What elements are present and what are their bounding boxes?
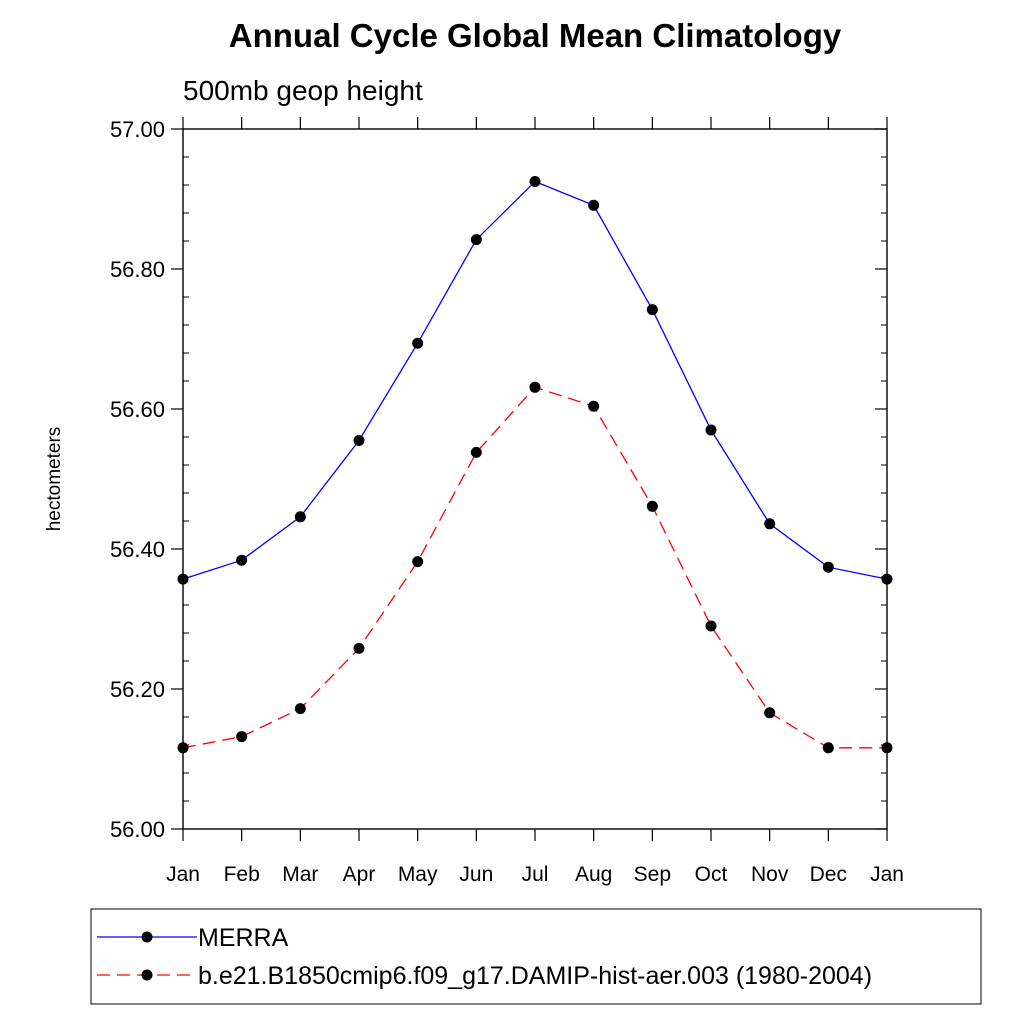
chart-title: Annual Cycle Global Mean Climatology — [229, 17, 842, 54]
chart-subtitle: 500mb geop height — [183, 75, 423, 106]
data-point — [764, 518, 776, 530]
data-point — [881, 742, 893, 754]
data-point — [822, 561, 834, 573]
y-axis-label: hectometers — [44, 427, 65, 532]
x-tick-label: Sep — [634, 863, 671, 886]
x-tick-label: Dec — [810, 863, 847, 886]
data-point — [412, 337, 424, 349]
x-tick-label: Feb — [224, 863, 260, 886]
x-tick-label: May — [398, 863, 438, 886]
data-point — [646, 500, 658, 512]
data-point — [177, 742, 189, 754]
data-point — [705, 620, 717, 632]
series-layer — [177, 176, 893, 754]
data-point — [353, 642, 365, 654]
data-point — [177, 573, 189, 585]
data-point — [294, 703, 306, 715]
x-tick-label: Jul — [522, 863, 549, 886]
x-tick-label: Aug — [575, 863, 612, 886]
x-tick-label: Jan — [166, 863, 200, 886]
data-point — [470, 234, 482, 246]
x-tick-label: Mar — [282, 863, 318, 886]
x-tick-label: Oct — [695, 863, 728, 886]
data-point — [236, 731, 248, 743]
legend-label: b.e21.B1850cmip6.f09_g17.DAMIP-hist-aer.… — [198, 962, 872, 990]
series-line-1 — [182, 386, 887, 749]
x-tick-label: Apr — [343, 863, 376, 886]
legend-label: MERRA — [198, 924, 289, 952]
legend-marker — [141, 969, 153, 981]
axis-ticks: 56.00 56.20 56.40 56.60 56.80 57.00 Jan Feb Mar A… — [110, 117, 904, 886]
legend: MERRA b.e21.B1850cmip6.f09_g17.DAMIP-hist… — [90, 908, 982, 1005]
data-point — [705, 424, 717, 436]
y-tick-label: 57.00 — [110, 117, 165, 142]
data-point — [412, 556, 424, 568]
x-tick-label: Jun — [459, 863, 493, 886]
data-point — [294, 511, 306, 523]
y-tick-label: 56.00 — [110, 817, 165, 842]
y-tick-label: 56.20 — [110, 677, 165, 702]
data-point — [646, 304, 658, 316]
legend-marker — [141, 931, 153, 943]
y-tick-label: 56.80 — [110, 257, 165, 282]
legend-box — [90, 908, 982, 1005]
y-tick-label: 56.60 — [110, 397, 165, 422]
series-line-0 — [182, 180, 888, 580]
data-point — [588, 400, 600, 412]
data-point — [822, 742, 834, 754]
plot-frame — [182, 128, 888, 830]
data-point — [353, 435, 365, 446]
data-point — [470, 446, 482, 458]
y-tick-label: 56.40 — [110, 537, 165, 562]
data-point — [588, 199, 600, 211]
data-point — [529, 176, 541, 187]
data-point — [529, 381, 541, 393]
data-point — [236, 554, 248, 566]
x-tick-label: Jan — [870, 863, 904, 886]
data-point — [881, 573, 893, 585]
data-point — [764, 707, 776, 719]
x-tick-label: Nov — [751, 863, 789, 886]
